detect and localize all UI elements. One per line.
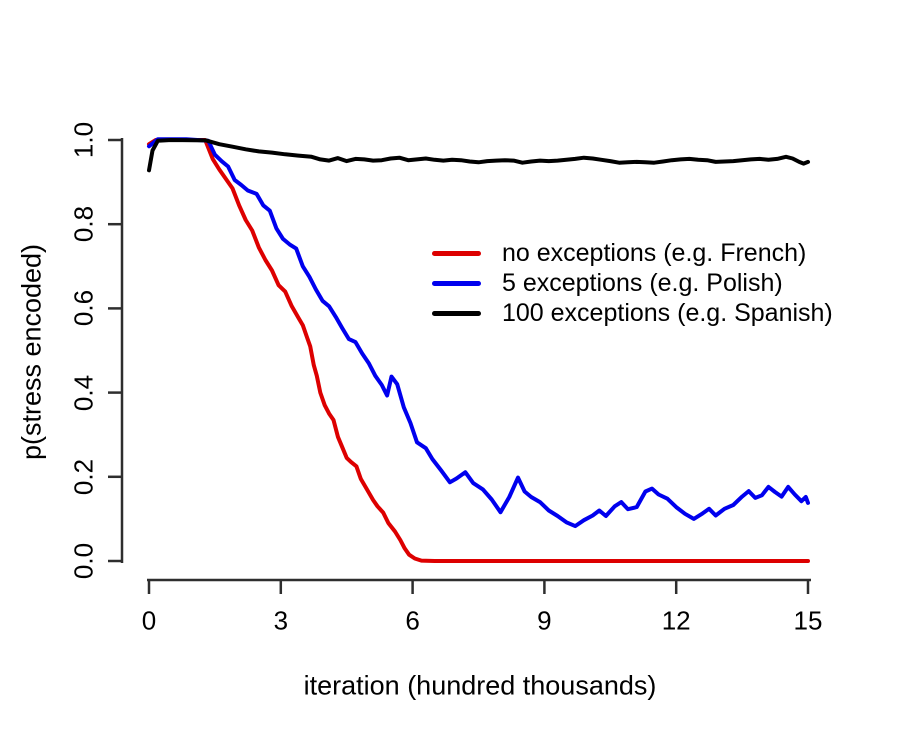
y-tick-label: 0.0 [68, 542, 99, 580]
legend-label: no exceptions (e.g. French) [502, 238, 807, 267]
x-tick-label: 9 [537, 605, 552, 636]
legend-item: 100 exceptions (e.g. Spanish) [432, 298, 833, 328]
x-tick-label: 12 [661, 605, 691, 636]
x-tick-label: 6 [405, 605, 420, 636]
series-line-no [147, 138, 810, 563]
y-axis-title: p(stress encoded) [16, 243, 47, 461]
x-tick-label: 3 [273, 605, 289, 636]
legend-line-swatch [432, 280, 481, 286]
x-tick-label: 0 [141, 605, 157, 636]
y-tick-label: 0.2 [68, 458, 99, 495]
legend-label: 100 exceptions (e.g. Spanish) [502, 298, 833, 327]
y-tick-label: 1.0 [68, 121, 99, 159]
legend-item: no exceptions (e.g. French) [432, 238, 806, 268]
y-tick-label: 0.4 [68, 374, 99, 411]
series-line-100 [147, 138, 810, 173]
x-axis-title: iteration (hundred thousands) [303, 670, 657, 701]
legend-label: 5 exceptions (e.g. Polish) [502, 268, 783, 297]
x-tick-label: 15 [793, 605, 823, 636]
y-tick-label: 0.8 [68, 206, 99, 243]
legend-item: 5 exceptions (e.g. Polish) [432, 268, 783, 298]
y-tick-label: 0.6 [68, 290, 99, 327]
legend-line-swatch [432, 310, 481, 316]
legend-line-swatch [432, 250, 481, 256]
series-line-5 [147, 137, 810, 529]
